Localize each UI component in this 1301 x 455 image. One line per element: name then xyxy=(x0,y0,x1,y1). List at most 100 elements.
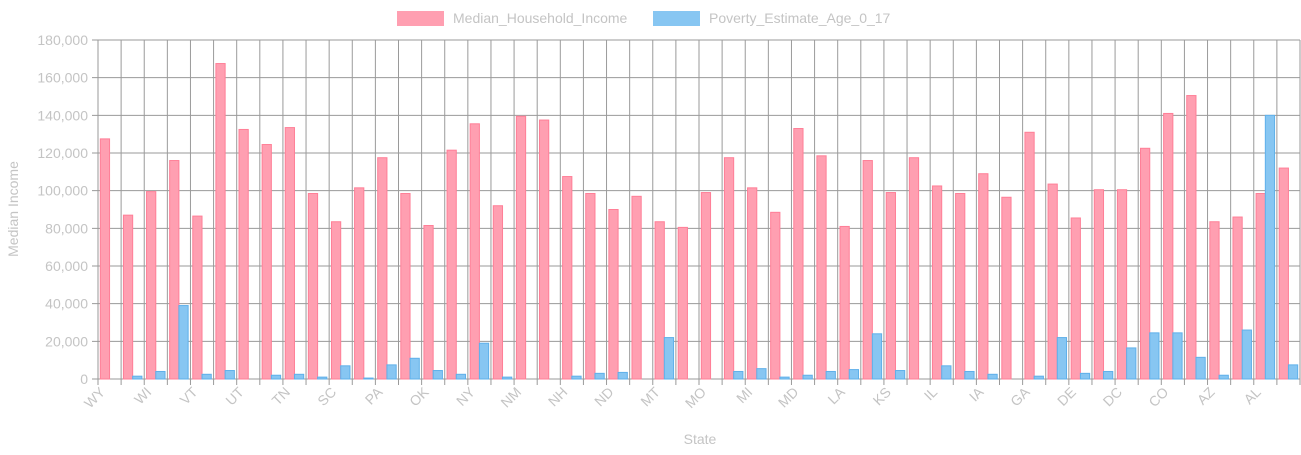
x-tick-label: DC xyxy=(1100,384,1126,410)
bar-income xyxy=(492,205,504,380)
x-tick-label: NH xyxy=(545,384,571,410)
bar-poverty xyxy=(802,374,813,380)
y-tick-label: 0 xyxy=(80,371,88,387)
x-tick-label: OK xyxy=(406,383,432,409)
bar-poverty xyxy=(1241,329,1252,380)
y-axis-title: Median Income xyxy=(5,161,21,257)
bar-income xyxy=(631,195,642,380)
bar-poverty xyxy=(779,376,790,380)
legend[interactable]: Median_Household_Income Poverty_Estimate… xyxy=(397,10,891,26)
bar-income xyxy=(400,192,411,380)
bar-income xyxy=(885,192,896,380)
bar-income xyxy=(1116,189,1128,380)
bar-poverty xyxy=(825,370,836,380)
bar-poverty xyxy=(594,372,605,380)
bar-poverty xyxy=(617,371,628,380)
x-axis-ticks: WY WI VT UT TN SC PA OK NY NM NH ND MT MO MI MD LA KS IL IA… xyxy=(81,383,1264,411)
bar-income xyxy=(146,191,157,380)
bar-income xyxy=(585,192,596,380)
y-tick-label: 20,000 xyxy=(45,333,88,349)
x-tick-label: WY xyxy=(81,383,109,411)
y-tick-label: 100,000 xyxy=(37,183,88,199)
bar-poverty xyxy=(363,377,374,380)
bar-income xyxy=(284,127,295,380)
x-tick-label: AZ xyxy=(1194,383,1218,407)
bar-poverty xyxy=(1218,374,1229,380)
bar-income xyxy=(723,157,735,380)
bar-poverty xyxy=(340,365,351,380)
bar-poverty xyxy=(1287,364,1299,380)
bar-poverty xyxy=(1126,347,1137,380)
bar-poverty xyxy=(848,369,859,380)
y-tick-label: 80,000 xyxy=(45,220,88,236)
x-tick-label: KS xyxy=(870,384,895,409)
bar-poverty xyxy=(502,376,513,380)
x-tick-label: VT xyxy=(177,383,201,407)
bar-income xyxy=(515,115,527,380)
bar-poverty xyxy=(201,373,212,380)
bar-income xyxy=(677,226,688,380)
bar-income xyxy=(955,192,966,380)
bar-poverty xyxy=(409,357,420,380)
bar-income xyxy=(1278,167,1289,380)
legend-swatch-income xyxy=(397,11,444,26)
bar-income xyxy=(1163,112,1174,380)
bar-income xyxy=(1070,217,1081,380)
bar-income xyxy=(122,214,134,380)
bar-income xyxy=(908,157,920,380)
bar-income xyxy=(215,63,226,380)
y-axis-ticks: 0 20,000 40,000 60,000 80,000 100,000 120,000 1… xyxy=(37,32,88,387)
y-tick-label: 40,000 xyxy=(45,296,88,312)
x-tick-label: SC xyxy=(314,384,339,409)
bar-poverty xyxy=(478,342,490,380)
x-tick-label: IL xyxy=(921,384,941,404)
legend-item-income[interactable]: Median_Household_Income xyxy=(397,10,628,26)
legend-swatch-poverty xyxy=(653,11,700,26)
bar-income xyxy=(423,225,434,380)
x-tick-label: MO xyxy=(682,384,709,411)
bar-income xyxy=(1209,221,1220,380)
x-tick-label: MI xyxy=(733,384,755,406)
x-tick-label: CO xyxy=(1145,384,1171,410)
x-tick-label: LA xyxy=(824,383,848,407)
x-tick-label: DE xyxy=(1054,384,1079,409)
x-tick-label: IA xyxy=(966,383,987,404)
x-tick-label: AL xyxy=(1240,384,1264,408)
bar-income xyxy=(1255,192,1266,380)
y-tick-label: 60,000 xyxy=(45,258,88,274)
y-tick-label: 180,000 xyxy=(37,32,88,48)
x-tick-label: NY xyxy=(453,383,479,409)
bar-poverty xyxy=(455,373,467,380)
bars xyxy=(99,63,1299,380)
bar-income xyxy=(307,192,319,380)
x-tick-label: WI xyxy=(131,384,154,407)
x-tick-label: GA xyxy=(1007,383,1033,409)
bar-income xyxy=(169,160,180,380)
bar-poverty xyxy=(317,376,328,380)
bar-poverty xyxy=(1172,332,1183,380)
y-tick-label: 160,000 xyxy=(37,70,88,86)
x-tick-label: NM xyxy=(497,384,524,411)
bar-poverty xyxy=(733,370,744,380)
legend-item-poverty[interactable]: Poverty_Estimate_Age_0_17 xyxy=(653,10,891,26)
bar-poverty xyxy=(132,375,143,380)
x-tick-label: TN xyxy=(269,384,294,409)
bar-poverty xyxy=(663,337,675,380)
bar-income xyxy=(1024,131,1035,380)
x-tick-label: ND xyxy=(591,384,617,410)
legend-label-income: Median_Household_Income xyxy=(453,10,628,26)
bar-poverty xyxy=(178,305,189,380)
bar-income xyxy=(978,173,989,380)
bar-poverty xyxy=(293,373,305,380)
bar-income xyxy=(1140,147,1151,380)
bar-income xyxy=(816,155,827,380)
bar-income xyxy=(562,176,573,380)
y-tick-label: 140,000 xyxy=(37,107,88,123)
bar-poverty xyxy=(1195,356,1206,380)
x-tick-label: PA xyxy=(362,383,386,407)
bar-poverty xyxy=(1056,337,1068,380)
x-tick-label: MT xyxy=(637,383,663,409)
bar-poverty xyxy=(270,374,282,380)
bar-income xyxy=(469,123,480,380)
